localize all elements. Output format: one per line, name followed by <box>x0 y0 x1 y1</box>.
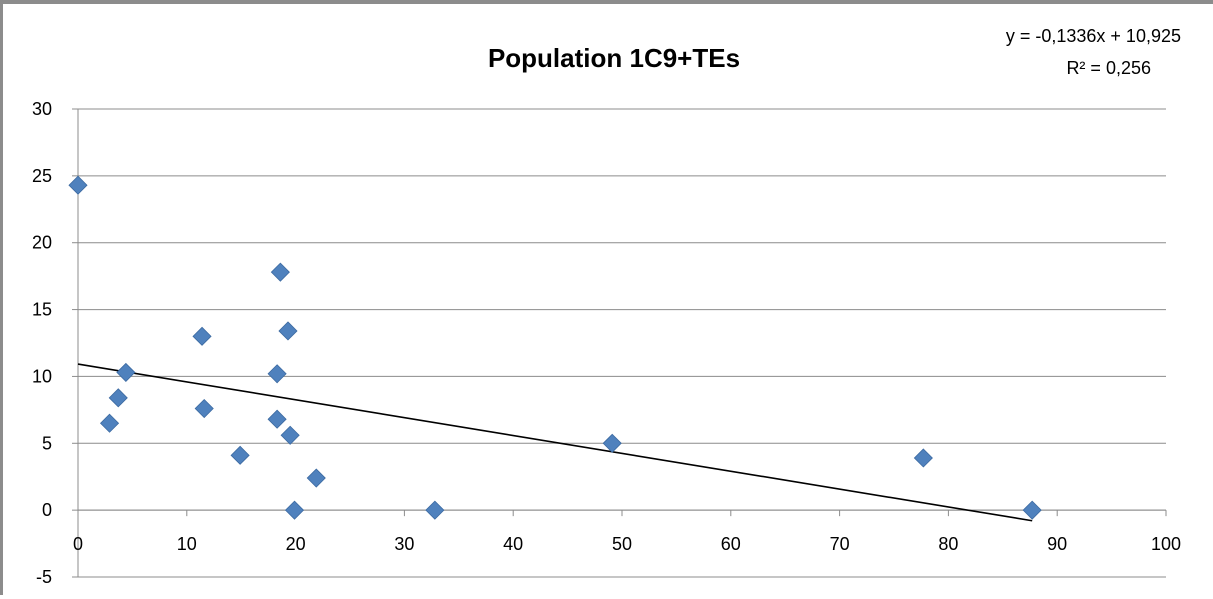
x-tick-label: 40 <box>503 534 523 554</box>
data-points <box>68 175 1042 520</box>
x-tick-label: 30 <box>394 534 414 554</box>
x-tick-label: 60 <box>721 534 741 554</box>
data-point <box>99 413 120 433</box>
x-tick-label: 90 <box>1047 534 1067 554</box>
y-tick-label: 20 <box>32 233 52 253</box>
scatter-chart: -5 0 5 10 15 20 25 30 0 10 20 30 40 50 60 70 80 90 100 Po… <box>32 26 1181 587</box>
y-tick-label: 15 <box>32 300 52 320</box>
y-tick-label: 10 <box>32 366 52 386</box>
data-point <box>108 388 128 408</box>
data-point <box>267 409 287 429</box>
data-point <box>1022 500 1042 520</box>
x-tick-label: 20 <box>286 534 306 554</box>
data-point <box>278 321 298 341</box>
trendline-r-squared: R² = 0,256 <box>1066 58 1151 78</box>
y-tick-label: -5 <box>36 567 52 587</box>
data-point <box>602 433 622 453</box>
x-tick-label: 100 <box>1151 534 1181 554</box>
y-tick-label: 5 <box>42 433 52 453</box>
data-point <box>425 500 445 520</box>
axes <box>72 108 1167 578</box>
y-tick-labels: -5 0 5 10 15 20 25 30 <box>32 99 52 587</box>
data-point <box>68 175 88 195</box>
x-tick-label: 50 <box>612 534 632 554</box>
x-tick-label: 70 <box>830 534 850 554</box>
x-tick-labels: 0 10 20 30 40 50 60 70 80 90 100 <box>73 534 1181 554</box>
data-point <box>913 448 933 468</box>
data-point <box>284 500 305 520</box>
data-point <box>230 445 250 465</box>
data-point <box>194 398 214 419</box>
trendline-equation: y = -0,1336x + 10,925 <box>1006 26 1181 46</box>
trendline <box>77 363 1033 522</box>
data-point <box>280 425 300 445</box>
x-tick-label: 80 <box>938 534 958 554</box>
data-point <box>192 326 212 346</box>
data-point <box>116 362 136 382</box>
data-point <box>306 468 326 488</box>
data-point <box>267 364 287 384</box>
x-tick-label: 0 <box>73 534 83 554</box>
data-point <box>270 262 290 282</box>
y-tick-label: 0 <box>42 500 52 520</box>
x-tick-label: 10 <box>177 534 197 554</box>
trendline-layer <box>77 363 1033 522</box>
chart-title: Population 1C9+TEs <box>488 43 740 73</box>
y-tick-label: 25 <box>32 166 52 186</box>
gridlines <box>78 108 1166 578</box>
y-tick-label: 30 <box>32 99 52 119</box>
